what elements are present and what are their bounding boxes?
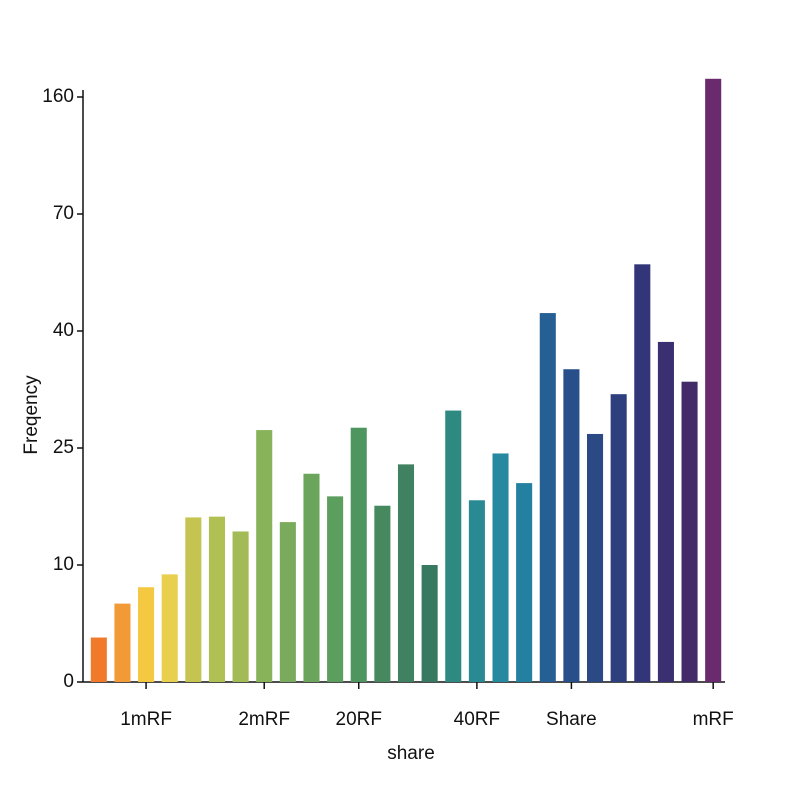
y-tick-label: 160 [42, 86, 74, 107]
bar [138, 587, 155, 682]
bar [374, 505, 391, 682]
bar [681, 381, 698, 682]
y-tick-label: 25 [53, 437, 74, 458]
bar [539, 313, 556, 682]
bar [445, 410, 462, 682]
bar [185, 517, 202, 682]
bar [516, 483, 533, 682]
bar [208, 516, 225, 682]
y-tick-label: 40 [53, 320, 74, 341]
y-tick-label: 10 [53, 554, 74, 575]
bar [468, 500, 485, 682]
bar [279, 522, 296, 682]
x-tick-label: 2mRF [238, 709, 290, 730]
bar [657, 341, 674, 682]
bar [232, 531, 249, 682]
y-tick-label: 0 [63, 671, 74, 692]
x-axis-label: share [387, 743, 435, 764]
bar [303, 473, 320, 682]
bar [610, 394, 627, 682]
bar [256, 430, 273, 682]
x-tick-label: Share [546, 709, 597, 730]
bar [114, 603, 131, 682]
bar [90, 637, 107, 682]
bar [492, 453, 509, 682]
bar [705, 78, 722, 683]
x-tick-label: 1mRF [120, 709, 172, 730]
bar [161, 574, 178, 682]
x-tick-label: 40RF [454, 709, 500, 730]
y-tick-label: 70 [53, 203, 74, 224]
bar [563, 369, 580, 682]
x-tick-label: 20RF [336, 709, 382, 730]
bar [350, 427, 367, 682]
bar [397, 464, 415, 682]
bar [587, 433, 604, 682]
bar [634, 264, 651, 682]
bar [327, 496, 344, 682]
y-axis-label: Freqency [21, 375, 42, 455]
bar [421, 565, 438, 682]
x-tick-label: mRF [693, 709, 734, 730]
